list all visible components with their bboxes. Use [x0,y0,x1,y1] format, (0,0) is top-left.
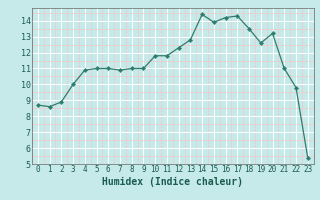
X-axis label: Humidex (Indice chaleur): Humidex (Indice chaleur) [102,177,243,187]
